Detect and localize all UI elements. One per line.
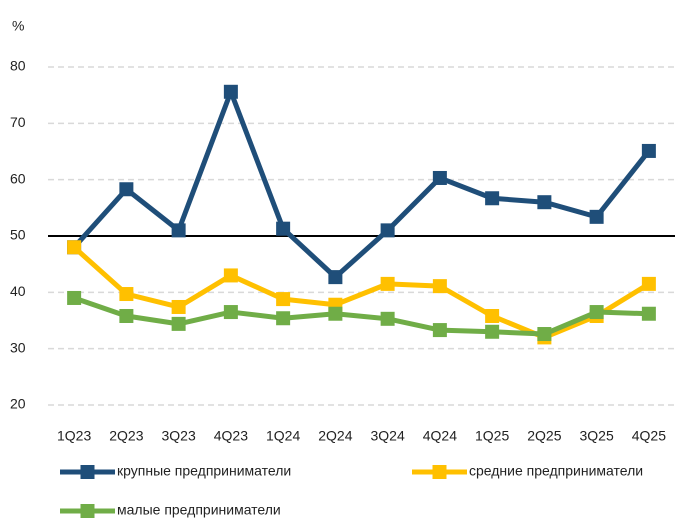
y-tick-label: 20 (10, 396, 26, 412)
x-tick-label: 2Q23 (109, 428, 143, 444)
marker (171, 299, 186, 314)
marker (380, 311, 395, 326)
x-tick-label: 4Q24 (423, 428, 457, 444)
y-tick-label: 60 (10, 170, 26, 186)
y-tick-label: 30 (10, 339, 26, 355)
x-tick-label: 3Q25 (580, 428, 614, 444)
x-tick-label: 1Q23 (57, 428, 91, 444)
marker (276, 311, 291, 326)
series-line (72, 89, 651, 280)
marker (223, 268, 238, 283)
y-tick-label: 80 (10, 58, 26, 74)
x-tick-label: 1Q25 (475, 428, 509, 444)
legend-swatch-marker (80, 504, 95, 518)
y-axis-label: % (12, 18, 24, 34)
marker (485, 191, 500, 206)
x-tick-label: 3Q24 (371, 428, 405, 444)
legend-label: малые предприниматели (117, 502, 281, 518)
marker (276, 292, 291, 307)
marker (432, 323, 447, 338)
x-tick-label: 2Q25 (527, 428, 561, 444)
marker (223, 305, 238, 320)
series-line (73, 295, 649, 337)
marker (119, 182, 134, 197)
y-tick-label: 40 (10, 283, 26, 299)
marker (485, 324, 500, 339)
marker (641, 276, 656, 291)
y-tick-label: 70 (10, 114, 26, 130)
marker (223, 84, 238, 99)
marker (537, 327, 552, 342)
legend-label: крупные предприниматели (117, 463, 291, 479)
marker (380, 223, 395, 238)
marker (67, 290, 82, 305)
x-tick-label: 1Q24 (266, 428, 300, 444)
x-tick-label: 3Q23 (162, 428, 196, 444)
marker (641, 306, 656, 321)
series-line (72, 245, 651, 340)
x-tick-label: 4Q25 (632, 428, 666, 444)
marker (276, 221, 291, 236)
marker (119, 308, 134, 323)
legend-swatch-marker (432, 465, 447, 479)
x-tick-label: 4Q23 (214, 428, 248, 444)
marker (589, 305, 604, 320)
marker (380, 276, 395, 291)
marker (641, 143, 656, 158)
marker (537, 195, 552, 210)
legend-label: средние предприниматели (469, 463, 643, 479)
marker (171, 316, 186, 331)
marker (432, 279, 447, 294)
marker (589, 209, 604, 224)
x-tick-label: 2Q24 (318, 428, 352, 444)
marker (171, 223, 186, 238)
y-tick-label: 50 (10, 227, 26, 243)
marker (119, 287, 134, 302)
marker (67, 240, 82, 255)
marker (328, 270, 343, 285)
marker (432, 170, 447, 185)
marker (328, 306, 343, 321)
marker (485, 308, 500, 323)
legend-swatch-marker (80, 465, 95, 479)
